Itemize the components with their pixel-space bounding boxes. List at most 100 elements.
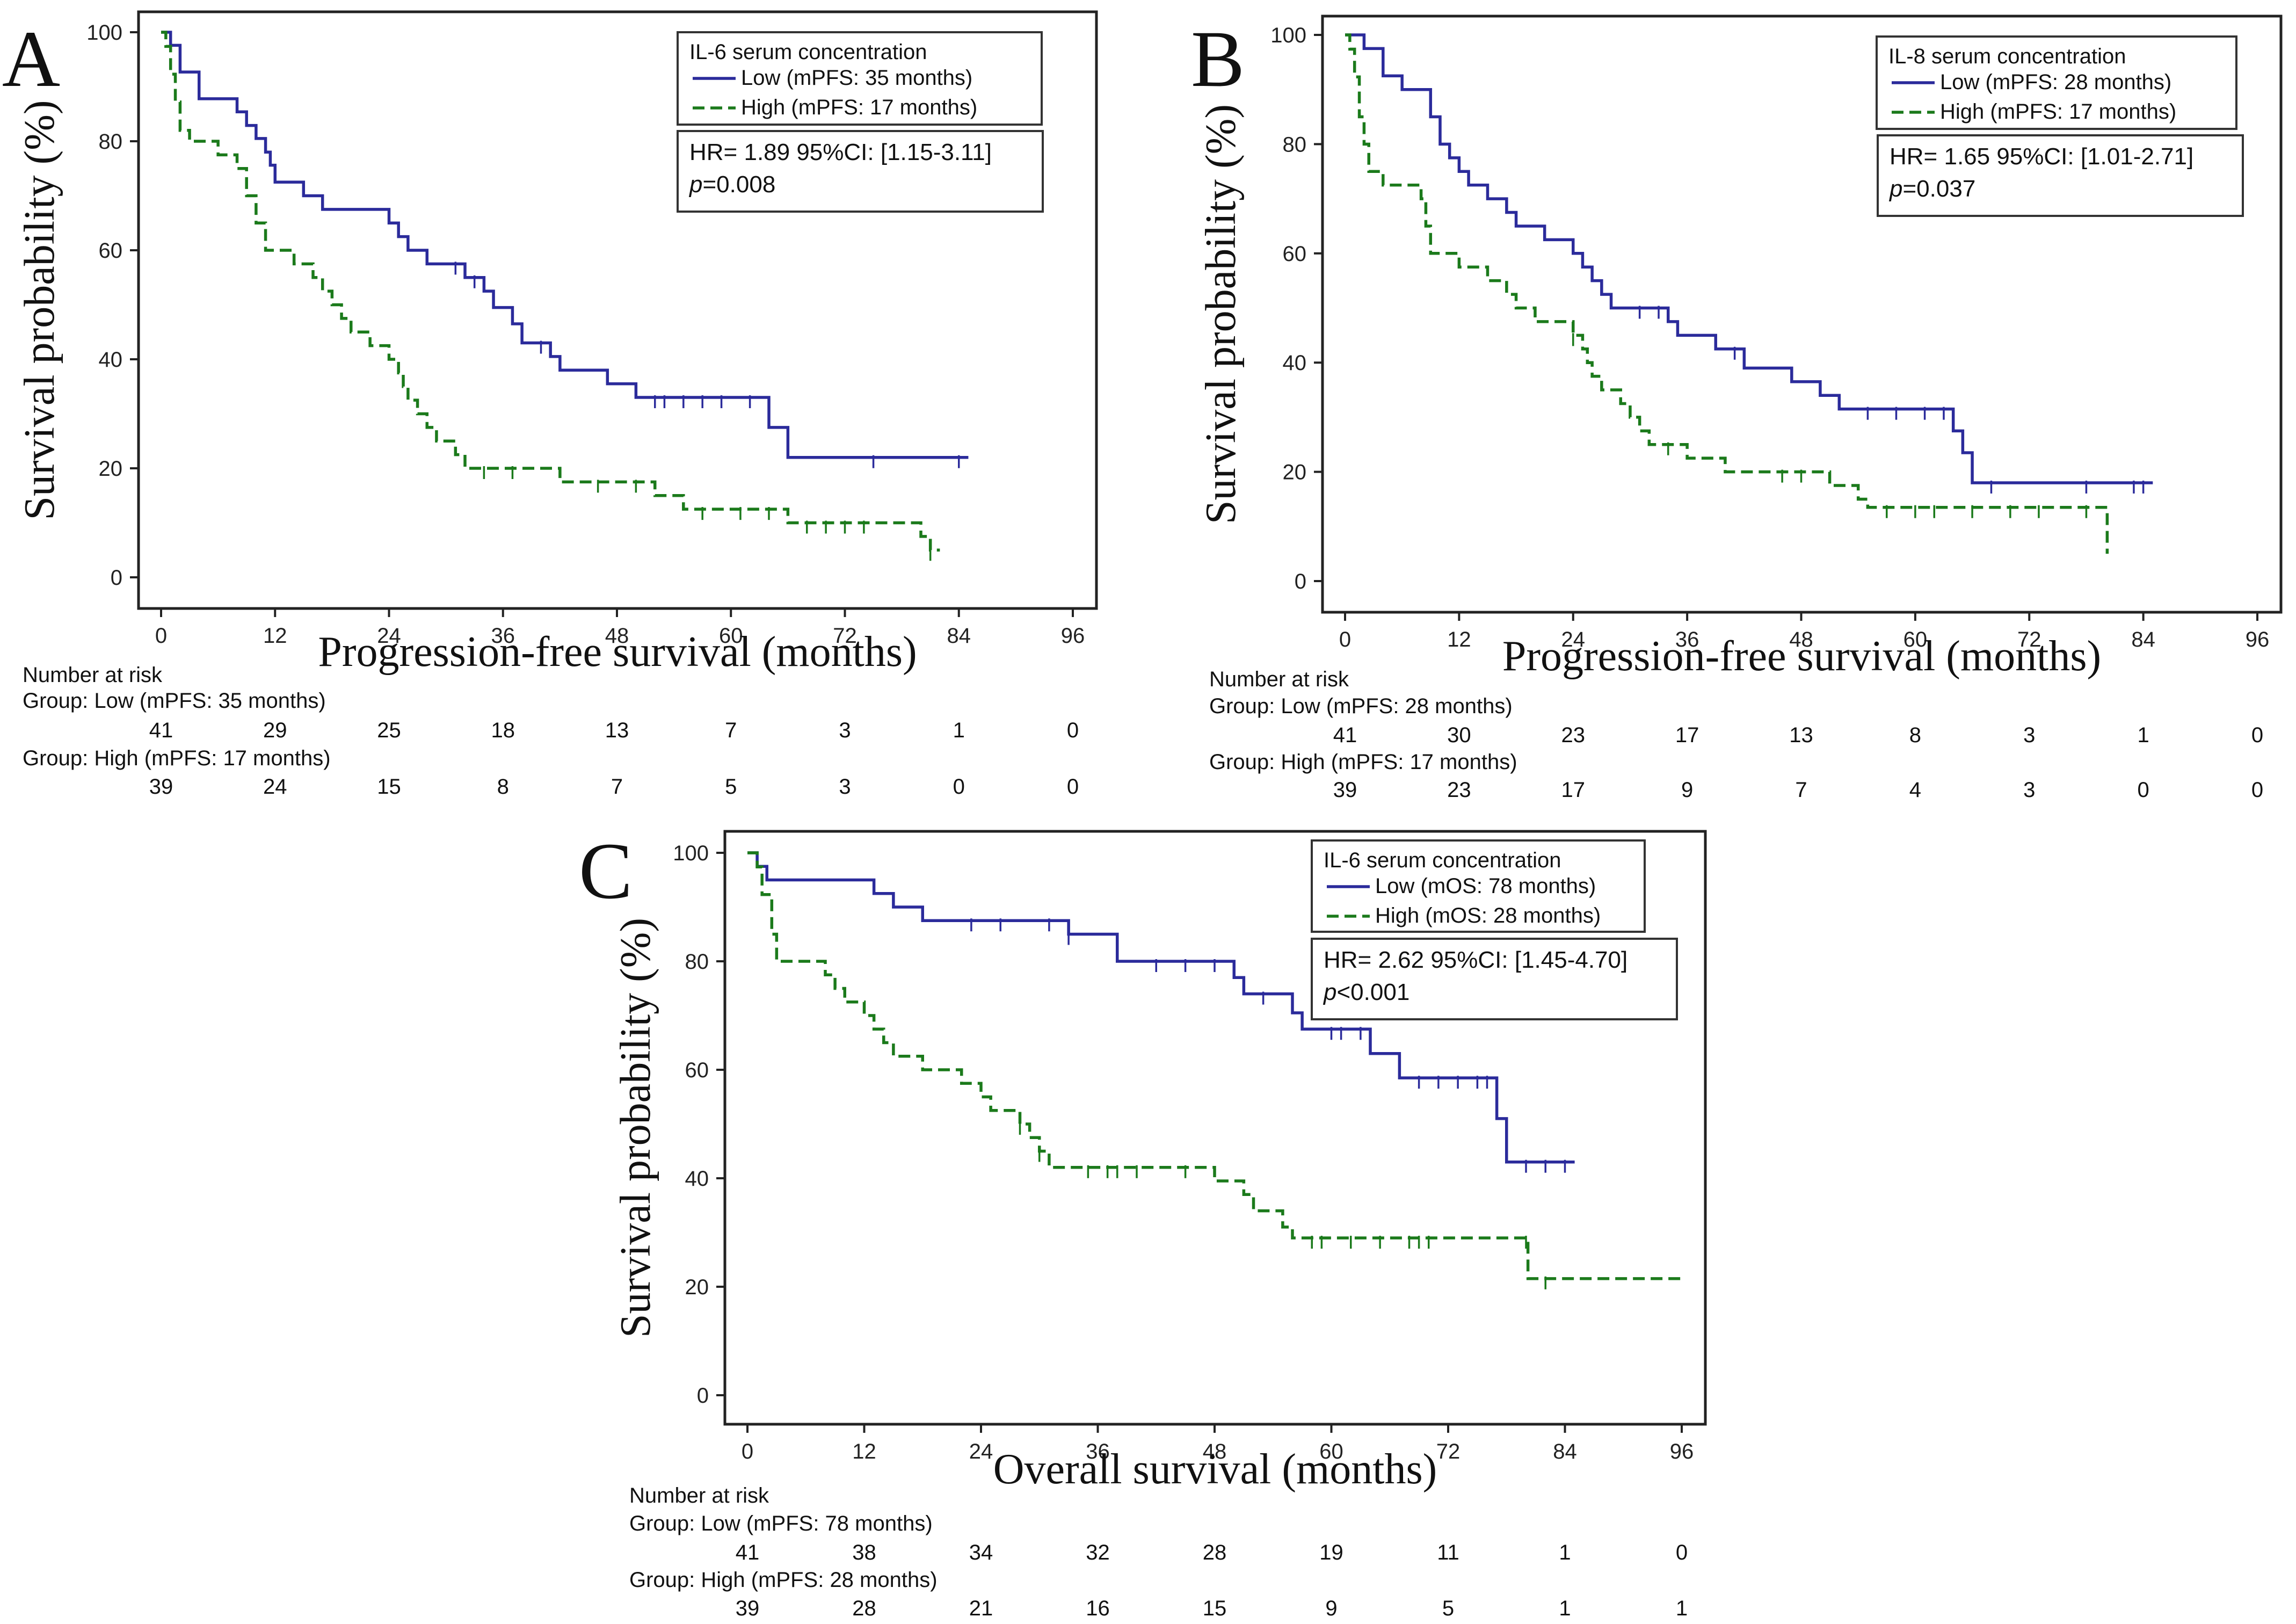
- hr-box: [677, 130, 1044, 213]
- risk-group-label: Group: High (mPFS: 17 months): [1209, 750, 1517, 774]
- risk-count: 16: [1086, 1597, 1110, 1620]
- panel-c: C 0 20 40 60 80 100 0 12 24 36 48 60 72 84 96 Overall su…: [579, 827, 1707, 1620]
- risk-count: 3: [2023, 778, 2035, 802]
- risk-count: 13: [605, 719, 629, 742]
- y-axis-label: Survival probability (%): [1197, 104, 1245, 524]
- x-tick-label: 96: [1670, 1440, 1694, 1463]
- legend-title: IL-6 serum concentration: [1324, 849, 1561, 872]
- risk-count: 18: [491, 719, 515, 742]
- risk-count: 3: [839, 719, 851, 742]
- risk-table-title: Number at risk: [23, 663, 163, 687]
- risk-count: 15: [1203, 1597, 1227, 1620]
- risk-count: 1: [2138, 723, 2149, 747]
- x-tick-label: 60: [719, 624, 743, 648]
- risk-count: 1: [1676, 1597, 1688, 1620]
- y-tick-label: 40: [99, 348, 123, 372]
- hr-box: [1311, 938, 1678, 1020]
- risk-count: 0: [1676, 1541, 1688, 1564]
- x-axis-label: Progression-free survival (months): [1502, 633, 2101, 680]
- risk-table-title: Number at risk: [629, 1484, 769, 1507]
- risk-count: 0: [2138, 778, 2149, 802]
- risk-count: 7: [1795, 778, 1807, 802]
- legend-entry: Low (mOS: 78 months): [1375, 874, 1596, 898]
- risk-count: 5: [725, 775, 737, 799]
- legend-entry: High (mPFS: 17 months): [741, 96, 977, 119]
- x-tick-label: 36: [1675, 628, 1699, 651]
- risk-count: 0: [953, 775, 965, 799]
- x-tick-label: 60: [1903, 628, 1928, 651]
- y-tick-label: 100: [673, 842, 709, 865]
- risk-count: 41: [149, 719, 173, 742]
- x-tick-label: 0: [742, 1440, 753, 1463]
- y-tick-label: 80: [685, 950, 709, 974]
- y-tick-label: 0: [1295, 570, 1306, 593]
- risk-count: 39: [149, 775, 173, 799]
- risk-count: 8: [497, 775, 509, 799]
- risk-count: 8: [1909, 723, 1921, 747]
- legend-entry: High (mOS: 28 months): [1375, 904, 1601, 927]
- risk-count: 41: [1333, 723, 1357, 747]
- risk-count: 17: [1561, 778, 1586, 802]
- x-tick-label: 24: [1561, 628, 1586, 651]
- x-tick-label: 84: [1553, 1440, 1577, 1463]
- y-tick-label: 60: [685, 1058, 709, 1082]
- y-tick-label: 60: [99, 239, 123, 263]
- risk-count: 13: [1789, 723, 1813, 747]
- y-tick-label: 100: [86, 21, 122, 45]
- risk-group-label: Group: High (mPFS: 28 months): [629, 1568, 938, 1592]
- x-axis-label: Progression-free survival (months): [318, 628, 917, 676]
- risk-count: 1: [953, 719, 965, 742]
- risk-count: 38: [852, 1541, 876, 1564]
- x-tick-label: 12: [1447, 628, 1471, 651]
- x-tick-label: 48: [1789, 628, 1813, 651]
- y-tick-label: 0: [697, 1384, 709, 1408]
- panel-label: C: [579, 827, 633, 916]
- x-tick-label: 48: [1203, 1440, 1227, 1463]
- legend-title: IL-6 serum concentration: [689, 40, 927, 64]
- risk-count: 7: [725, 719, 737, 742]
- legend-entry: Low (mPFS: 28 months): [1940, 70, 2171, 94]
- risk-count: 11: [1437, 1541, 1459, 1564]
- hr-box: [1877, 134, 2244, 217]
- y-tick-label: 60: [1283, 242, 1307, 266]
- hr-text: HR= 2.62 95%CI: [1.45-4.70]: [1324, 947, 1627, 973]
- x-tick-label: 36: [491, 624, 515, 648]
- y-axis-label: Survival probability (%): [16, 100, 63, 520]
- risk-count: 19: [1319, 1541, 1343, 1564]
- risk-group-label: Group: Low (mPFS: 28 months): [1209, 694, 1513, 718]
- x-tick-label: 36: [1086, 1440, 1110, 1463]
- x-tick-label: 72: [833, 624, 857, 648]
- risk-count: 0: [1067, 775, 1079, 799]
- panel-label: A: [2, 15, 60, 104]
- risk-count: 5: [1442, 1597, 1454, 1620]
- hr-text: HR= 1.65 95%CI: [1.01-2.71]: [1890, 143, 2193, 170]
- risk-count: 9: [1681, 778, 1693, 802]
- risk-count: 25: [377, 719, 401, 742]
- km-series-high: [1345, 33, 2109, 554]
- x-tick-label: 72: [1436, 1440, 1461, 1463]
- risk-count: 3: [2023, 723, 2035, 747]
- p-value-text: p=0.037: [1888, 176, 1975, 202]
- risk-count: 15: [377, 775, 401, 799]
- x-tick-label: 84: [947, 624, 971, 648]
- km-series-low: [747, 851, 1575, 1164]
- risk-count: 21: [969, 1597, 993, 1620]
- y-tick-label: 0: [111, 566, 122, 590]
- y-axis-label: Survival probability (%): [612, 918, 659, 1338]
- y-tick-label: 20: [99, 457, 123, 481]
- x-tick-label: 24: [969, 1440, 993, 1463]
- x-tick-label: 96: [1061, 624, 1085, 648]
- risk-count: 3: [839, 775, 851, 799]
- y-tick-label: 80: [99, 130, 123, 154]
- x-tick-label: 0: [155, 624, 167, 648]
- risk-count: 39: [1333, 778, 1357, 802]
- x-tick-label: 48: [605, 624, 629, 648]
- risk-group-label: Group: High (mPFS: 17 months): [23, 746, 331, 770]
- risk-count: 9: [1325, 1597, 1337, 1620]
- risk-count: 0: [2251, 778, 2263, 802]
- risk-count: 0: [2251, 723, 2263, 747]
- risk-count: 1: [1559, 1541, 1571, 1564]
- km-series-low: [161, 31, 969, 459]
- y-tick-label: 80: [1283, 133, 1307, 156]
